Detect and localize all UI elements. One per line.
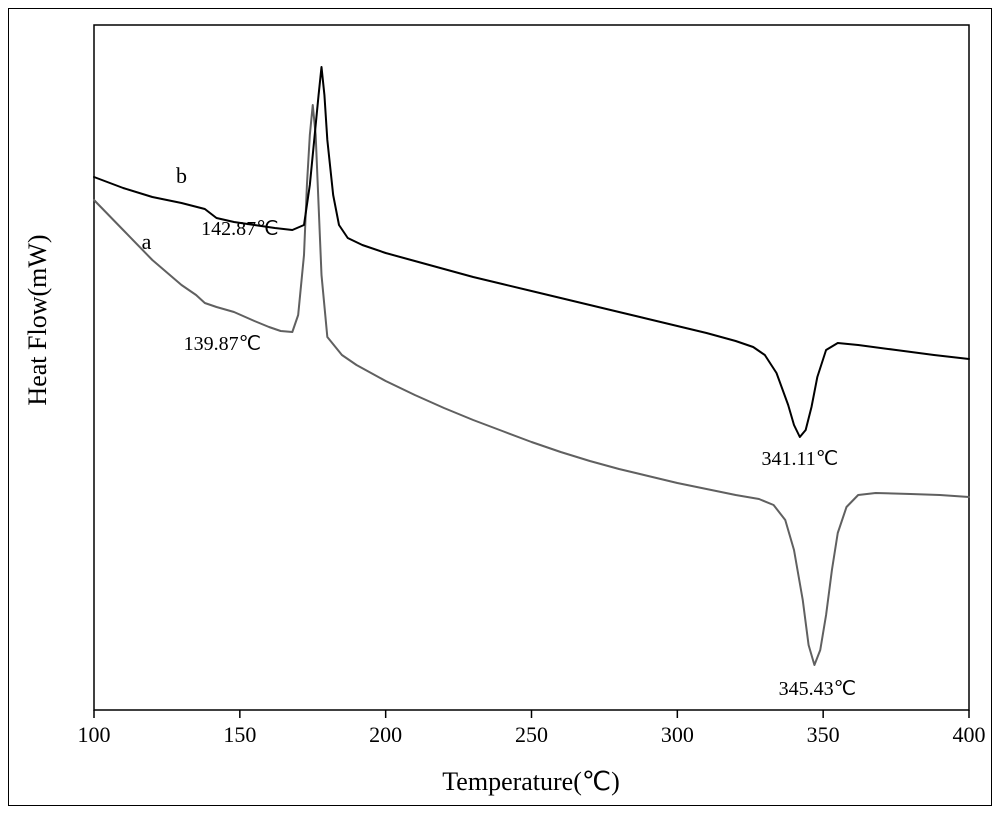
x-tick-label: 200	[369, 722, 402, 747]
series-b	[94, 67, 969, 437]
x-tick-label: 100	[78, 722, 111, 747]
plot-area	[94, 25, 969, 710]
x-tick-label: 250	[515, 722, 548, 747]
annotation-1: 139.87℃	[184, 333, 261, 355]
annotation-3: 345.43℃	[779, 678, 856, 700]
annotation-2: 341.11℃	[761, 448, 838, 470]
x-tick-label: 150	[223, 722, 256, 747]
dsc-chart: 100 150 200 250 300 350 400 Heat Flow(mW) Temp…	[0, 0, 1000, 814]
series-labels: ab	[142, 163, 187, 254]
x-tick-label: 350	[807, 722, 840, 747]
x-tick-label: 300	[661, 722, 694, 747]
x-tick-label: 400	[953, 722, 986, 747]
x-axis-label: Temperature(℃)	[442, 767, 620, 796]
annotation-0: 142.87℃	[201, 218, 278, 240]
x-axis-ticks: 100 150 200 250 300 350 400	[78, 710, 986, 747]
series-group	[94, 67, 969, 665]
series-label-a: a	[142, 229, 152, 254]
y-axis-label: Heat Flow(mW)	[23, 234, 52, 405]
chart-annotations: 142.87℃ 139.87℃ 341.11℃ 345.43℃	[184, 218, 856, 700]
series-a	[94, 105, 969, 665]
series-label-b: b	[176, 163, 187, 188]
